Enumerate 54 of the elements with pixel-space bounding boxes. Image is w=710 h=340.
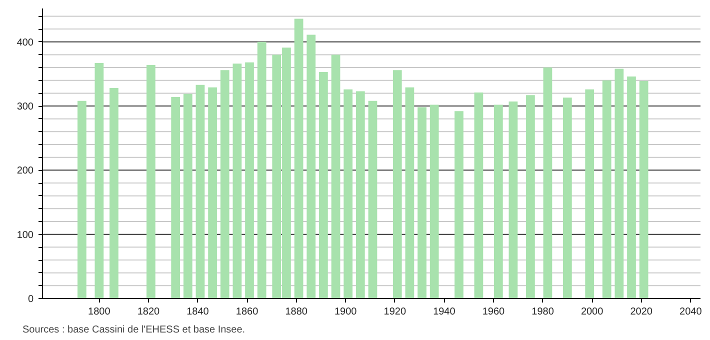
bar bbox=[183, 94, 192, 298]
x-tick-label: 1920 bbox=[384, 306, 406, 318]
bar bbox=[331, 54, 340, 298]
x-tick-label: 1900 bbox=[334, 306, 358, 318]
x-tick-label: 1800 bbox=[88, 306, 111, 318]
y-tick-label: 100 bbox=[16, 230, 34, 241]
bar bbox=[110, 88, 118, 298]
y-tick-label: 300 bbox=[16, 102, 34, 113]
bar bbox=[405, 87, 414, 298]
bar bbox=[508, 102, 518, 298]
bar bbox=[306, 34, 316, 298]
bar bbox=[602, 80, 612, 298]
bar bbox=[77, 100, 86, 298]
bar bbox=[208, 87, 217, 298]
bar bbox=[257, 42, 266, 298]
bar bbox=[294, 18, 304, 298]
bar bbox=[146, 64, 156, 298]
bar bbox=[392, 70, 402, 298]
bar bbox=[454, 111, 464, 298]
x-tick-label: 1820 bbox=[137, 306, 160, 318]
x-tick-label: 1840 bbox=[186, 306, 210, 318]
source-note: Sources : base Cassini de l'EHESS et base Insee. bbox=[22, 324, 246, 336]
bar bbox=[94, 63, 104, 298]
bar bbox=[614, 68, 624, 298]
bar bbox=[526, 95, 535, 298]
bar bbox=[474, 92, 484, 298]
bar bbox=[344, 89, 353, 298]
bar bbox=[543, 68, 552, 298]
x-tick-label: 1860 bbox=[236, 306, 259, 318]
y-tick-label: 400 bbox=[16, 37, 34, 48]
bar bbox=[319, 72, 328, 298]
bar bbox=[368, 100, 378, 298]
bar bbox=[418, 107, 426, 298]
bar bbox=[232, 64, 242, 298]
x-tick-label: 1960 bbox=[482, 306, 506, 318]
bar bbox=[171, 97, 180, 298]
bar bbox=[627, 76, 636, 298]
y-tick-label: 200 bbox=[16, 166, 34, 177]
bar bbox=[494, 104, 503, 298]
x-tick-label: 1940 bbox=[433, 306, 456, 318]
y-tick-label: 0 bbox=[28, 294, 34, 305]
x-tick-label: 2020 bbox=[630, 306, 653, 318]
x-tick-label: 2000 bbox=[580, 306, 604, 318]
bar bbox=[562, 98, 572, 298]
bar bbox=[245, 62, 254, 298]
bar bbox=[220, 70, 230, 298]
bar bbox=[356, 91, 365, 298]
bar bbox=[639, 81, 648, 298]
bar bbox=[430, 104, 439, 298]
x-tick-label: 2040 bbox=[680, 306, 702, 318]
x-tick-label: 1880 bbox=[285, 306, 308, 318]
bar bbox=[585, 89, 594, 298]
x-tick-label: 1980 bbox=[532, 306, 554, 318]
bar bbox=[196, 84, 205, 298]
